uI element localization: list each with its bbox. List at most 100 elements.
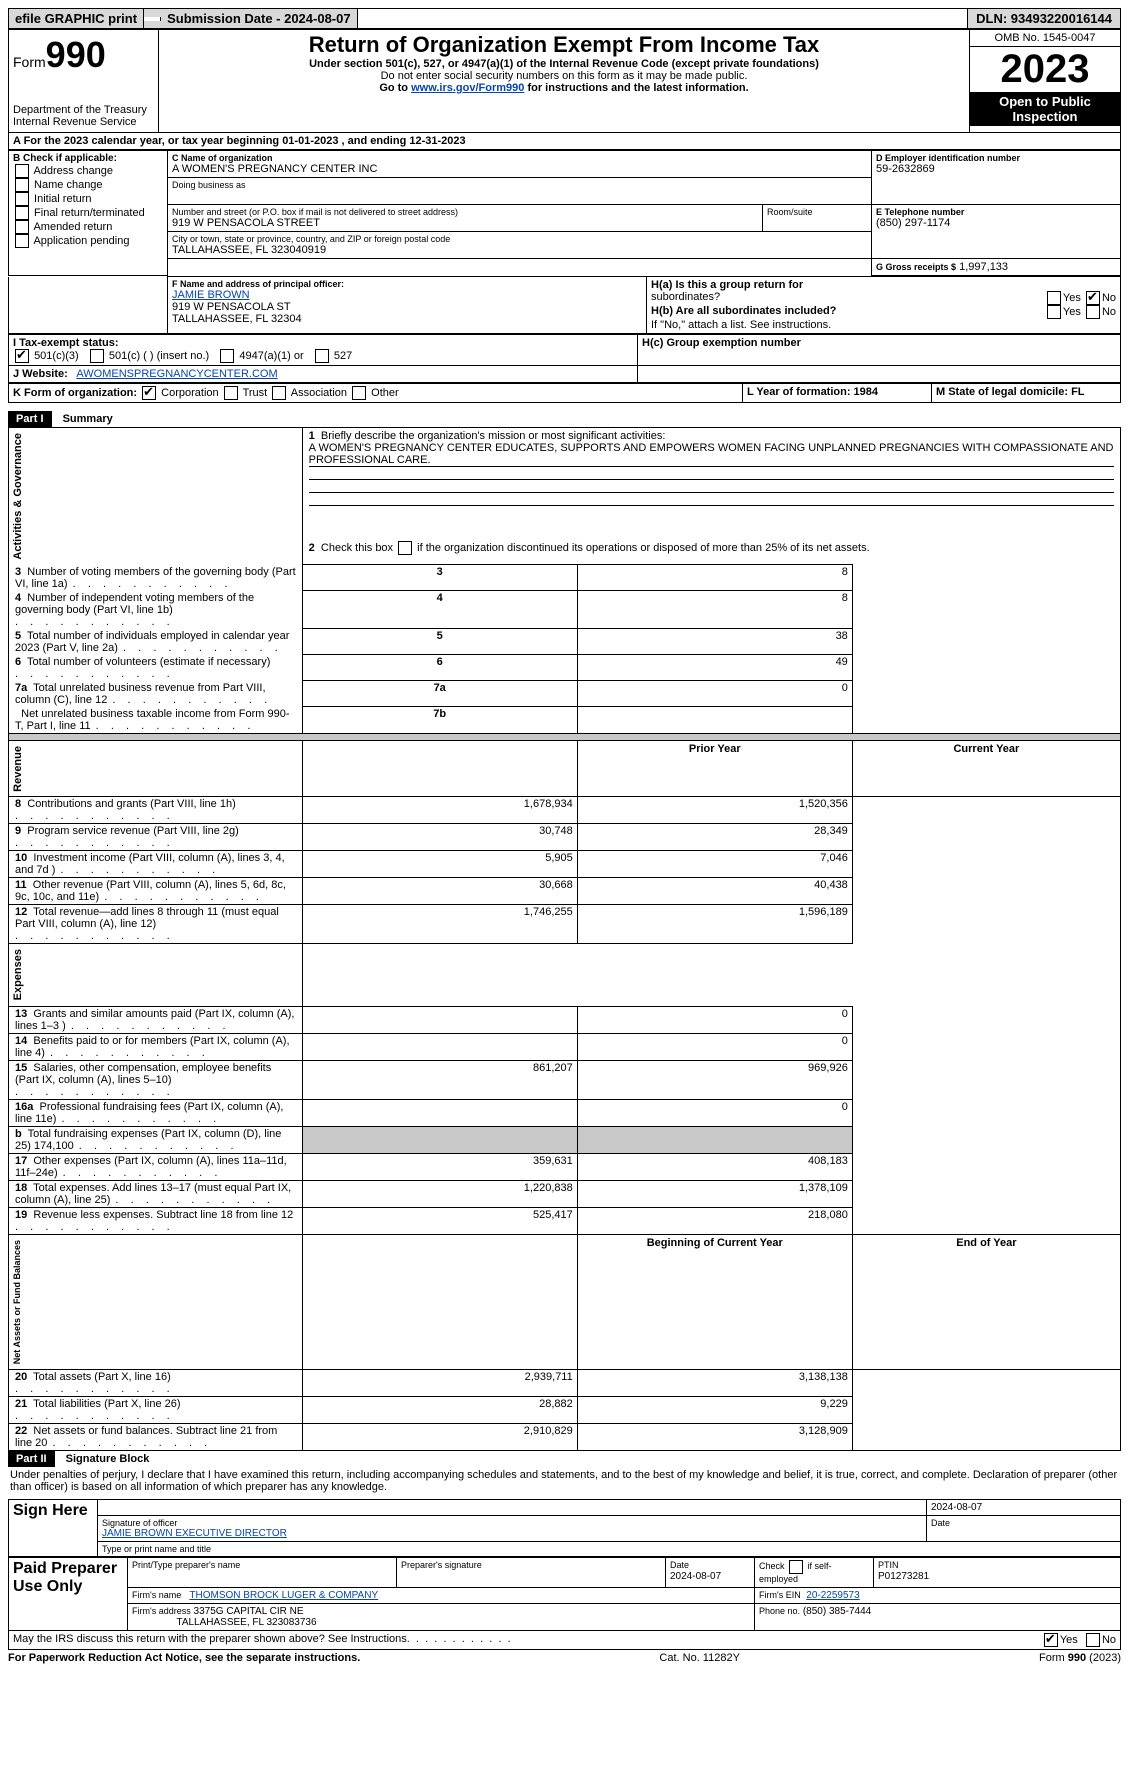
prior-year-hdr: Prior Year — [577, 740, 852, 797]
501c-checkbox[interactable] — [90, 349, 104, 363]
subtitle-2: Do not enter social security numbers on … — [161, 70, 967, 82]
room-lbl: Room/suite — [767, 207, 867, 217]
firm-addr2: TALLAHASSEE, FL 323083736 — [176, 1617, 316, 1628]
summary-row: 16a Professional fundraising fees (Part … — [9, 1099, 1121, 1126]
firm-name: THOMSON BROCK LUGER & COMPANY — [189, 1590, 378, 1601]
website-value[interactable]: AWOMENSPREGNANCYCENTER.COM — [76, 368, 277, 380]
officer-addr1: 919 W PENSACOLA ST — [172, 301, 642, 313]
trust-checkbox[interactable] — [224, 386, 238, 400]
summary-row: 12 Total revenue—add lines 8 through 11 … — [9, 905, 1121, 944]
box-d-lbl: D Employer identification number — [876, 153, 1116, 163]
l2-checkbox[interactable] — [398, 541, 412, 555]
summary-row: 3 Number of voting members of the govern… — [9, 565, 1121, 591]
ha-lbl: H(a) Is this a group return for — [651, 279, 803, 291]
box-e-lbl: E Telephone number — [876, 207, 1116, 217]
dept-2: Internal Revenue Service — [13, 116, 154, 128]
part1-tag: Part I — [8, 411, 52, 427]
spacer — [358, 9, 969, 28]
entity-info-grid: B Check if applicable: Address change Na… — [8, 150, 1121, 276]
summary-row: 4 Number of independent voting members o… — [9, 591, 1121, 629]
box-i-lbl: I Tax-exempt status: — [13, 337, 119, 349]
summary-row: 7a Total unrelated business revenue from… — [9, 681, 1121, 707]
other-checkbox[interactable] — [352, 386, 366, 400]
irs-link[interactable]: www.irs.gov/Form990 — [411, 82, 524, 94]
corp-checkbox[interactable] — [142, 386, 156, 400]
hb-lbl: H(b) Are all subordinates included? — [651, 305, 836, 319]
527-checkbox[interactable] — [315, 349, 329, 363]
summary-row: 15 Salaries, other compensation, employe… — [9, 1060, 1121, 1099]
gross-receipts: 1,997,133 — [959, 261, 1008, 273]
exp-label: Expenses — [10, 945, 26, 1004]
hb-no-checkbox[interactable] — [1086, 305, 1100, 319]
mission-text: A WOMEN'S PREGNANCY CENTER EDUCATES, SUP… — [309, 442, 1114, 467]
omb-number: OMB No. 1545-0047 — [970, 30, 1120, 47]
footer-mid: Cat. No. 11282Y — [659, 1652, 740, 1664]
ptin: P01273281 — [878, 1571, 929, 1582]
dept-1: Department of the Treasury — [13, 104, 154, 116]
summary-row: 17 Other expenses (Part IX, column (A), … — [9, 1153, 1121, 1180]
officer-group-row: F Name and address of principal officer:… — [8, 276, 1121, 334]
part2-tag: Part II — [8, 1451, 55, 1467]
dln: DLN: 93493220016144 — [968, 9, 1120, 28]
form-label: Form — [13, 54, 46, 70]
ha-yes-checkbox[interactable] — [1047, 291, 1061, 305]
box-g-lbl: G Gross receipts $ — [876, 262, 956, 272]
form-title: Return of Organization Exempt From Incom… — [161, 32, 967, 58]
org-name: A WOMEN'S PREGNANCY CENTER INC — [172, 163, 867, 175]
summary-row: 10 Investment income (Part VIII, column … — [9, 851, 1121, 878]
top-bar: efile GRAPHIC print Submission Date - 20… — [8, 8, 1121, 29]
officer-addr2: TALLAHASSEE, FL 32304 — [172, 313, 642, 325]
discuss-no-checkbox[interactable] — [1086, 1633, 1100, 1647]
summary-row: 9 Program service revenue (Part VIII, li… — [9, 824, 1121, 851]
efile-print: efile GRAPHIC print — [9, 9, 144, 28]
ha-no-checkbox[interactable] — [1086, 291, 1100, 305]
officer-sig-name: JAMIE BROWN EXECUTIVE DIRECTOR — [102, 1528, 922, 1539]
sig-date-lbl: Date — [931, 1518, 1116, 1528]
firm-phone: (850) 385-7444 — [803, 1606, 871, 1617]
org-form-row: K Form of organization: Corporation Trus… — [8, 383, 1121, 403]
irs-discuss-row: May the IRS discuss this return with the… — [8, 1631, 1121, 1650]
rev-label: Revenue — [10, 742, 26, 796]
box-c-name-lbl: C Name of organization — [172, 153, 867, 163]
goto-pre: Go to — [379, 82, 411, 94]
net-label: Net Assets or Fund Balances — [10, 1236, 24, 1368]
discuss-yes-checkbox[interactable] — [1044, 1633, 1058, 1647]
paid-preparer-block: Paid Preparer Use Only Print/Type prepar… — [8, 1557, 1121, 1631]
summary-row: 11 Other revenue (Part VIII, column (A),… — [9, 878, 1121, 905]
summary-row: 14 Benefits paid to or for members (Part… — [9, 1033, 1121, 1060]
box-b-item: Final return/terminated — [13, 206, 163, 220]
self-emp-checkbox[interactable] — [789, 1560, 803, 1574]
officer-name: JAMIE BROWN — [172, 289, 642, 301]
eoy-hdr: End of Year — [852, 1234, 1120, 1369]
assoc-checkbox[interactable] — [272, 386, 286, 400]
tax-year: 2023 — [970, 47, 1120, 92]
page-footer: For Paperwork Reduction Act Notice, see … — [8, 1650, 1121, 1664]
box-k-lbl: K Form of organization: — [13, 387, 137, 399]
summary-row: 19 Revenue less expenses. Subtract line … — [9, 1207, 1121, 1234]
summary-row: 13 Grants and similar amounts paid (Part… — [9, 1006, 1121, 1033]
summary-row: b Total fundraising expenses (Part IX, c… — [9, 1126, 1121, 1153]
l1-title: Briefly describe the organization's miss… — [321, 430, 665, 442]
curr-year-hdr: Current Year — [852, 740, 1120, 797]
part2-title: Signature Block — [58, 1453, 150, 1465]
box-b-item: Application pending — [13, 234, 163, 248]
type-name-lbl: Type or print name and title — [102, 1544, 1116, 1554]
firm-addr1: 3375G CAPITAL CIR NE — [194, 1606, 304, 1617]
sign-here-block: Sign Here 2024-08-07 Signature of office… — [8, 1499, 1121, 1557]
summary-row: 5 Total number of individuals employed i… — [9, 629, 1121, 655]
subtitle-1: Under section 501(c), 527, or 4947(a)(1)… — [161, 58, 967, 70]
city-lbl: City or town, state or province, country… — [172, 234, 867, 244]
summary-row: 21 Total liabilities (Part X, line 26)28… — [9, 1397, 1121, 1424]
501c3-checkbox[interactable] — [15, 349, 29, 363]
box-b-item: Address change — [13, 164, 163, 178]
4947-checkbox[interactable] — [220, 349, 234, 363]
box-b-item: Amended return — [13, 220, 163, 234]
box-b-item: Initial return — [13, 192, 163, 206]
l2-text: Check this box if the organization disco… — [321, 542, 870, 554]
hb-yes-checkbox[interactable] — [1047, 305, 1061, 319]
blank-cell — [144, 17, 161, 21]
footer-left: For Paperwork Reduction Act Notice, see … — [8, 1652, 360, 1664]
box-m: M State of legal domicile: FL — [936, 386, 1085, 398]
ag-label: Activities & Governance — [10, 429, 26, 564]
box-b-title: B Check if applicable: — [13, 153, 163, 164]
